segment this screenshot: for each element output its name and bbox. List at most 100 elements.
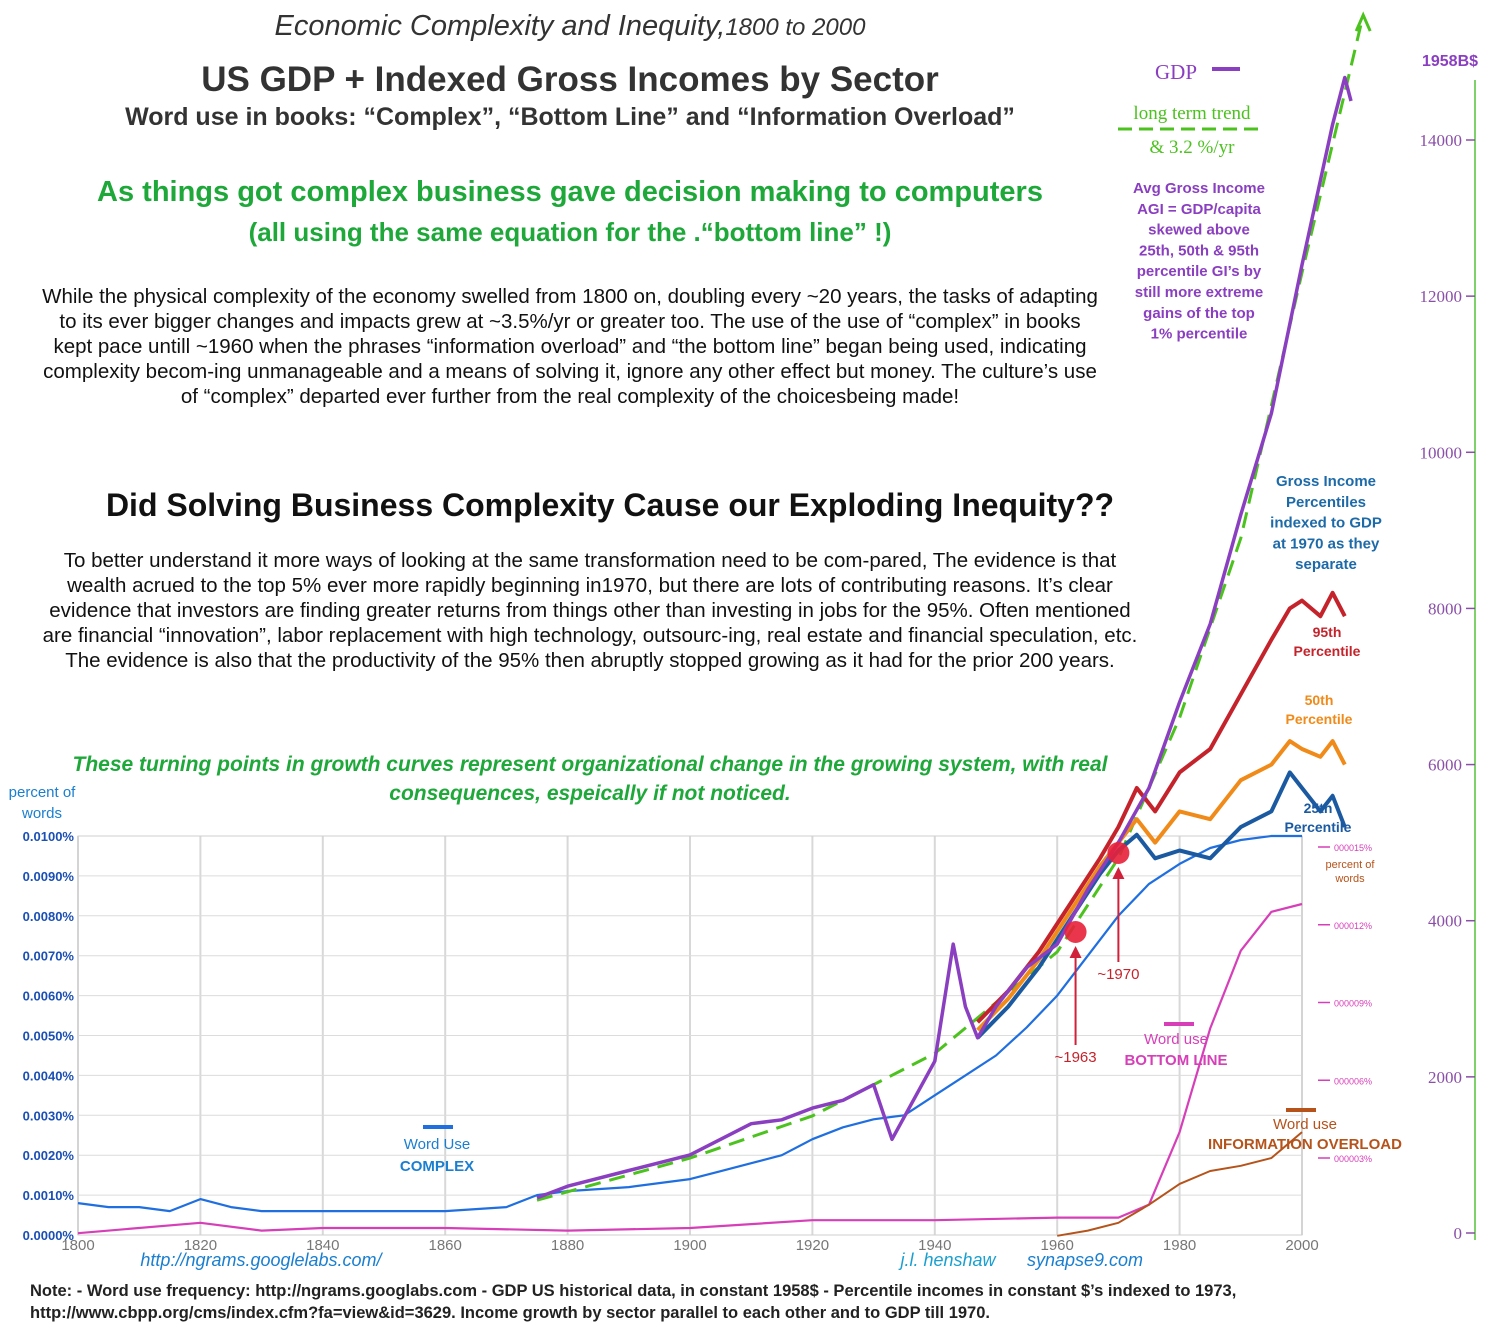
right-tick-label: 14000: [1420, 131, 1463, 150]
turning-point-marker: [1107, 842, 1130, 864]
paragraph-turning-points: These turning points in growth curves re…: [72, 753, 1108, 805]
left-tick-label: 0.0030%: [23, 1108, 75, 1123]
paragraph-evidence: To better understand it more ways of loo…: [42, 549, 1138, 672]
plot-frame: [77, 835, 1303, 1236]
left-tick-label: 0.0060%: [23, 989, 75, 1004]
left-tick-label: 0.0020%: [23, 1148, 75, 1163]
left-tick-label: 0.0000%: [23, 1228, 75, 1243]
right-tick-label: 2000: [1428, 1068, 1462, 1087]
legend-p95-label: Percentile: [1294, 643, 1361, 659]
turning-point-label: ~1963: [1054, 1049, 1096, 1066]
left-tick-label: 0.0100%: [23, 829, 75, 844]
legend-trend-label: long term trend: [1133, 103, 1251, 124]
series-gdp: [536, 75, 1353, 1200]
right-tick-label: 10000: [1420, 443, 1463, 462]
footnote: Note: - Word use frequency: http://ngram…: [30, 1282, 1237, 1322]
italic-title-text: Economic Complexity and Inequity,: [274, 10, 726, 42]
legend-p50-label: Percentile: [1286, 711, 1353, 727]
chart-grid: [77, 835, 1303, 1236]
left-axis-label: percent of: [9, 784, 77, 801]
legend-complex-name: COMPLEX: [400, 1158, 474, 1175]
legend-trend-rate: & 3.2 %/yr: [1150, 137, 1236, 158]
legend-gross-income-text: Gross Income: [1276, 473, 1376, 490]
legend-gross-income-text: indexed to GDP: [1270, 515, 1382, 532]
legend-complex-label: Word Use: [404, 1136, 470, 1153]
legend-p95-label: 95th: [1313, 624, 1342, 640]
left-tick-label: 0.0090%: [23, 869, 75, 884]
x-tick-label: 1820: [184, 1237, 217, 1254]
legend-agi-text: 1% percentile: [1151, 326, 1248, 343]
inner-tick-label: 000012%: [1334, 921, 1372, 931]
legend-info-overload-label: Word use: [1273, 1116, 1337, 1133]
right-tick-label: 6000: [1428, 756, 1462, 775]
legend-gdp-label: GDP: [1155, 60, 1197, 84]
inner-tick-label: 000003%: [1334, 1154, 1372, 1164]
series-25th-percentile: [976, 770, 1347, 1040]
credit-website: synapse9.com: [1027, 1250, 1143, 1270]
inner-axis-label: words: [1334, 873, 1365, 885]
subtitle: Word use in books: “Complex”, “Bottom Li…: [125, 103, 1015, 131]
legend-gross-income-text: separate: [1295, 556, 1357, 573]
italic-title-years: 1800 to 2000: [725, 14, 866, 41]
right-axis-label: 1958B$: [1422, 53, 1478, 70]
main-title: US GDP + Indexed Gross Incomes by Sector: [201, 60, 939, 99]
left-tick-label: 0.0050%: [23, 1029, 75, 1044]
trend-arrow-head: [1354, 11, 1372, 32]
legend-bottom-line-label: Word use: [1144, 1031, 1208, 1048]
right-tick-label: 0: [1454, 1224, 1463, 1243]
italic-title: Economic Complexity and Inequity,1800 to…: [0, 10, 1140, 43]
x-tick-label: 1840: [306, 1237, 339, 1254]
x-tick-label: 1900: [673, 1237, 706, 1254]
series-bottom-line: [77, 902, 1303, 1235]
legend-agi-text: still more extreme: [1135, 284, 1263, 301]
left-tick-label: 0.0070%: [23, 949, 75, 964]
inner-tick-label: 000015%: [1334, 843, 1372, 853]
turning-point-marker: [1064, 921, 1087, 943]
inner-axis-label: percent of: [1326, 859, 1376, 871]
inner-tick-label: 000009%: [1334, 999, 1372, 1009]
right-tick-label: 8000: [1428, 599, 1462, 618]
legend-p25-label: Percentile: [1285, 819, 1352, 835]
legend-bottom-line-name: BOTTOM LINE: [1124, 1052, 1227, 1069]
credit-author: j.l. henshaw: [897, 1250, 996, 1270]
chart-canvas: 0.0000% 0.0010% 0.0020% 0.0030% 0.0040% 0.005…: [9, 11, 1478, 1270]
legend-gross-income-text: Percentiles: [1286, 494, 1366, 511]
x-tick-label: 1920: [796, 1237, 829, 1254]
legend-agi-text: percentile GI’s by: [1137, 263, 1262, 280]
legend-agi-text: 25th, 50th & 95th: [1139, 242, 1259, 259]
series-95th-percentile: [976, 590, 1347, 1024]
x-tick-label: 2000: [1285, 1237, 1318, 1254]
x-tick-label: 1860: [429, 1237, 462, 1254]
turning-point-label: ~1970: [1097, 966, 1139, 983]
turning-point-arrow-head: [1069, 946, 1082, 958]
right-tick-label: 12000: [1420, 287, 1463, 306]
left-axis-label: words: [21, 805, 62, 822]
inner-tick-label: 000006%: [1334, 1076, 1372, 1086]
x-tick-label: 1940: [918, 1237, 951, 1254]
x-tick-label: 1960: [1041, 1237, 1074, 1254]
chart-axes: 0.0000% 0.0010% 0.0020% 0.0030% 0.0040% 0.005…: [9, 53, 1478, 1254]
chart-series: ~1963 ~1970: [77, 11, 1372, 1237]
green-headline: As things got complex business gave deci…: [97, 176, 1043, 208]
turning-point-arrow-head: [1112, 867, 1125, 879]
legend-agi-text: gains of the top: [1143, 305, 1255, 322]
left-tick-label: 0.0080%: [23, 909, 75, 924]
legend-agi-text: skewed above: [1148, 222, 1250, 239]
green-subheadline: (all using the same equation for the .“b…: [248, 217, 892, 247]
series-information-overload: [1057, 1131, 1303, 1237]
right-tick-label: 4000: [1428, 912, 1462, 931]
legend-p50-label: 50th: [1305, 692, 1334, 708]
series-complex: [77, 834, 1302, 1213]
question-heading: Did Solving Business Complexity Cause ou…: [105, 487, 1115, 523]
left-tick-label: 0.0010%: [23, 1188, 75, 1203]
x-tick-label: 1800: [61, 1237, 94, 1254]
x-tick-label: 1980: [1163, 1237, 1196, 1254]
legend-gross-income-text: at 1970 as they: [1273, 535, 1380, 552]
legend-agi-text: Avg Gross Income: [1133, 180, 1265, 197]
left-tick-label: 0.0040%: [23, 1068, 75, 1083]
legend-agi-text: AGI = GDP/capita: [1137, 201, 1261, 218]
series-50th-percentile: [976, 739, 1347, 1032]
legend-p25-label: 25th: [1304, 800, 1333, 816]
paragraph-complexity: While the physical complexity of the eco…: [42, 285, 1098, 408]
credit-ngrams-url: http://ngrams.googlelabs.com/: [140, 1250, 383, 1270]
